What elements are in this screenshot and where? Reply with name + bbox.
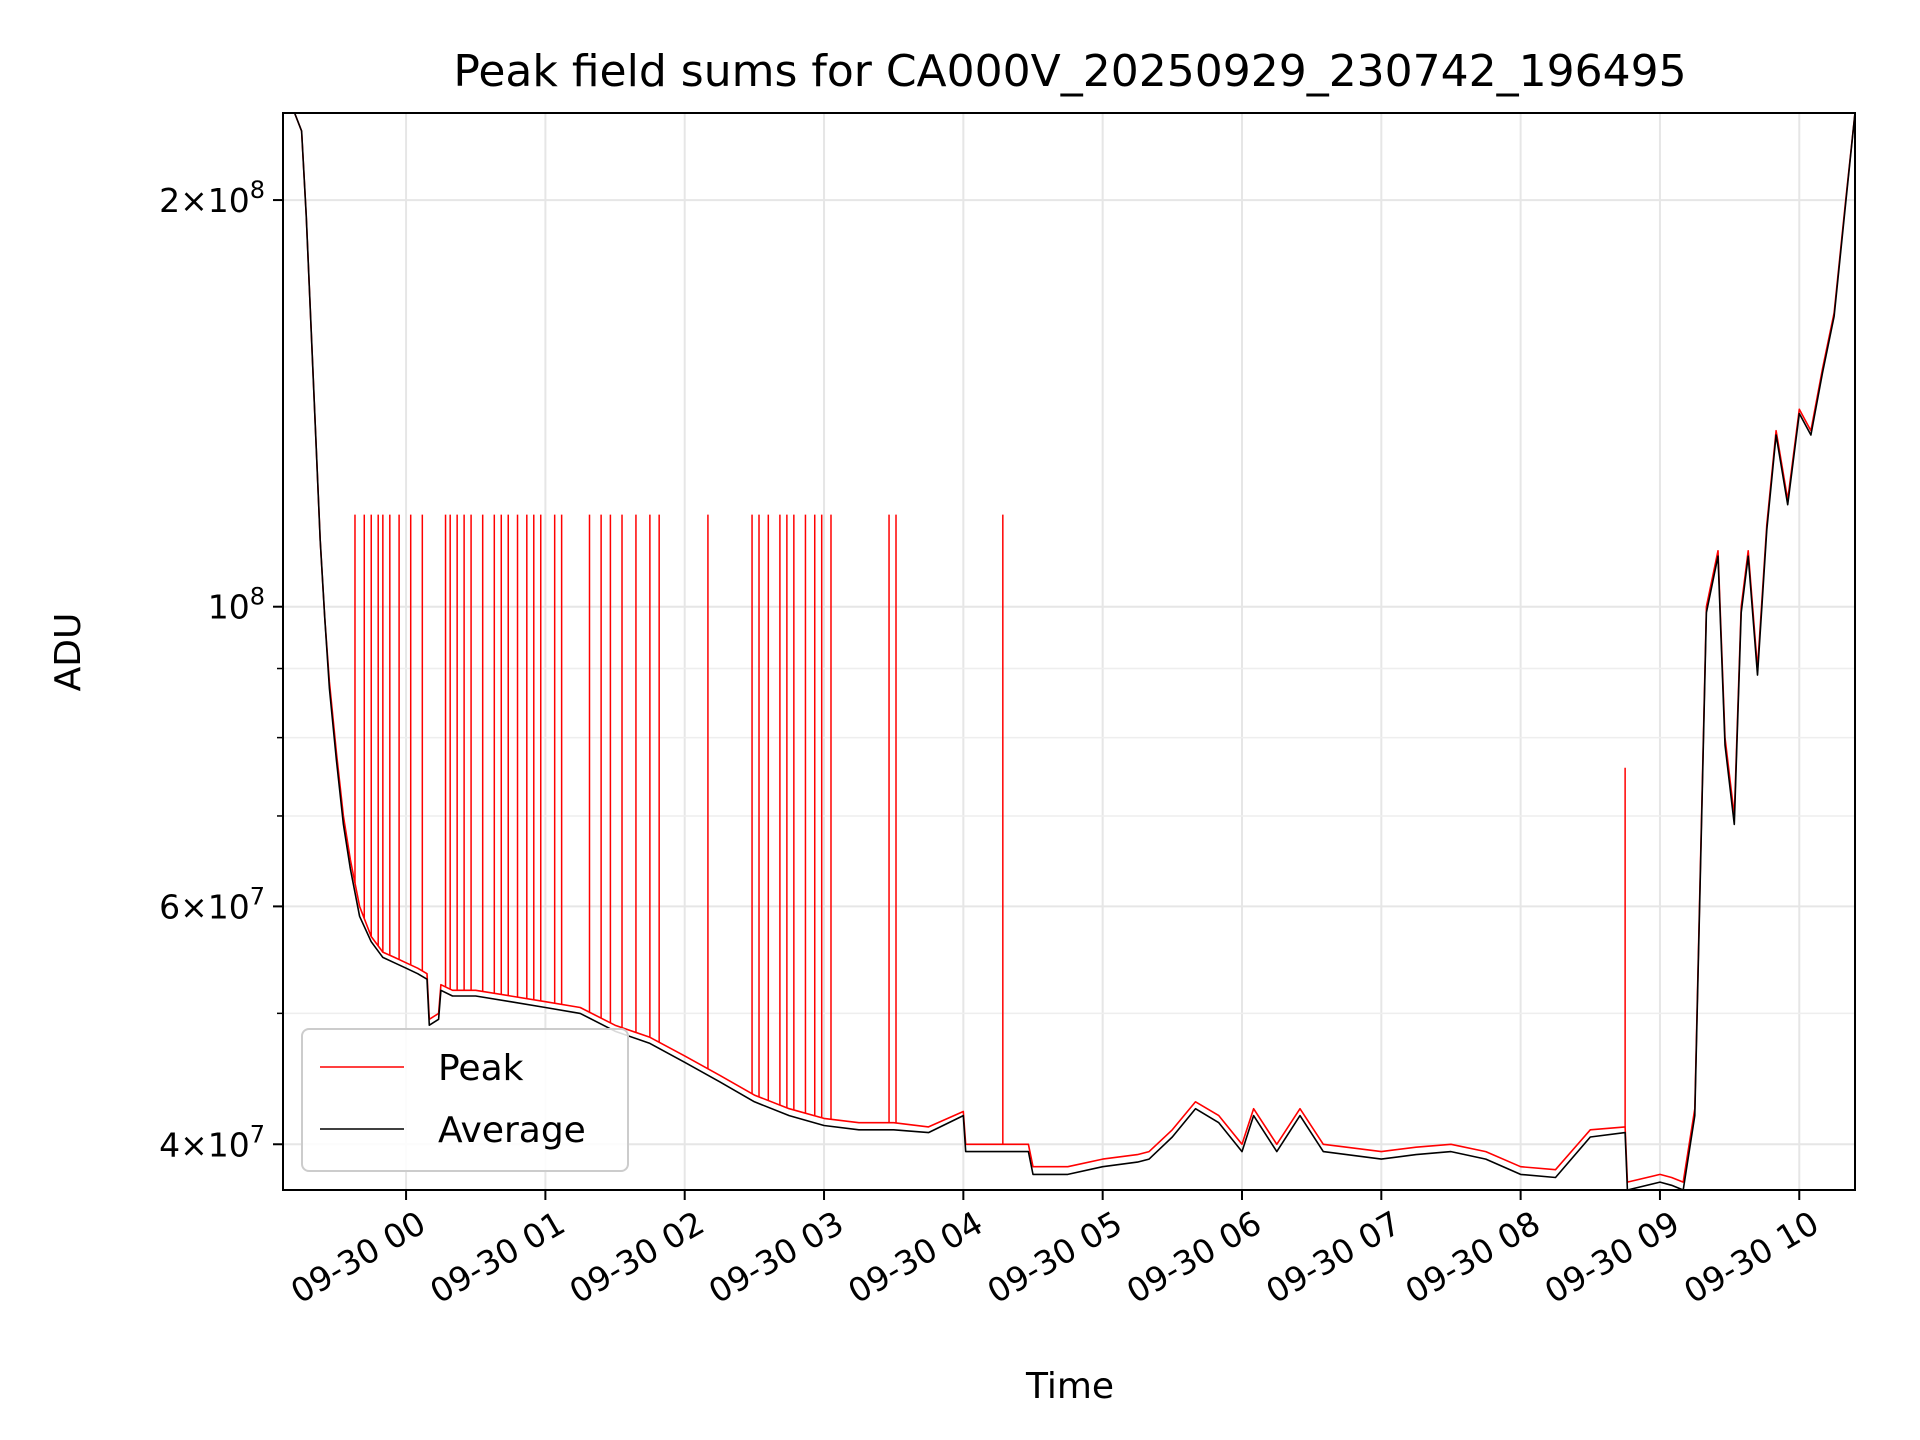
grid <box>283 113 1855 1190</box>
y-tick-label: 2×108 <box>159 176 265 220</box>
y-tick-label: 108 <box>208 583 265 627</box>
plot-frame <box>282 112 1856 1191</box>
y-axis: 4×107 6×107 108 2×108 <box>159 176 283 1164</box>
chart-title: Peak field sums for CA000V_20250929_2307… <box>453 46 1686 97</box>
legend: Peak Average <box>301 1028 629 1172</box>
legend-label-average: Average <box>438 1110 586 1151</box>
y-axis-label: ADU <box>48 613 89 692</box>
plot-area <box>283 112 1856 1191</box>
series-line-average <box>283 112 1856 1191</box>
legend-box <box>301 1028 629 1172</box>
legend-label-peak: Peak <box>438 1048 524 1089</box>
y-tick-label: 4×107 <box>159 1120 265 1164</box>
y-tick-label: 6×107 <box>159 882 265 926</box>
x-axis-label: Time <box>1025 1366 1114 1407</box>
